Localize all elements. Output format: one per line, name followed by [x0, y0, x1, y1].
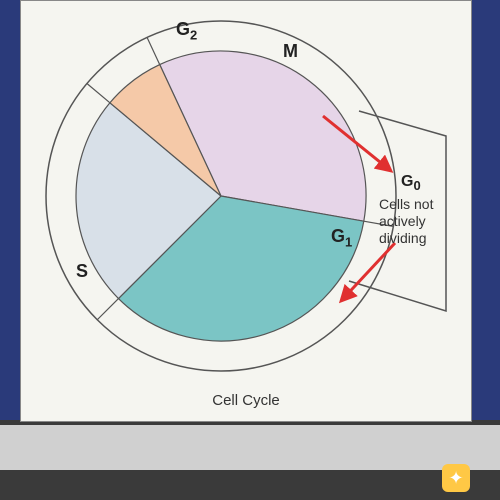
bottom-bar — [0, 425, 500, 470]
action-button[interactable]: ✦ — [442, 464, 470, 492]
sparkle-icon: ✦ — [448, 468, 463, 489]
label-g0: G0 — [401, 173, 421, 193]
g0-description: Cells not actively dividing — [379, 196, 433, 246]
label-g2: G2 — [176, 19, 197, 43]
diagram-caption: Cell Cycle — [212, 392, 280, 409]
label-s: S — [76, 261, 88, 282]
label-g1: G1 — [331, 226, 352, 250]
cell-cycle-diagram: G2 M G1 S G0 Cells not actively dividing… — [20, 0, 472, 422]
label-m: M — [283, 41, 298, 62]
